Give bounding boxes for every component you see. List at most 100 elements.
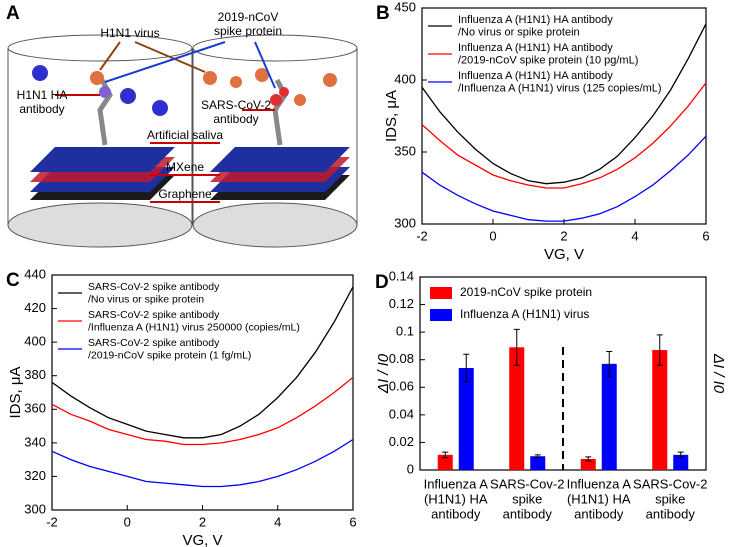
- y-tick-label: 380: [24, 367, 46, 382]
- plot-frame: [421, 7, 707, 225]
- x-tick-label: (H1N1) HA: [424, 491, 488, 506]
- legend-label: /Influenza A (H1N1) virus 250000 (copies…: [88, 321, 300, 333]
- diagram-label: antibody: [19, 102, 64, 116]
- panel-label: D: [375, 272, 389, 293]
- x-tick-label: antibody: [646, 506, 696, 521]
- x-tick-label: 0: [489, 228, 496, 243]
- y-axis-label: IDS, μA: [383, 90, 400, 142]
- x-tick-label: spike: [512, 491, 542, 506]
- bar: [437, 454, 453, 470]
- cylinder-top: [192, 34, 358, 62]
- x-tick-label: -2: [416, 228, 428, 243]
- x-tick-label: antibody: [431, 506, 481, 521]
- data-line: [421, 82, 707, 189]
- x-tick-label: 4: [274, 514, 281, 529]
- x-tick-label: Influenza A: [567, 476, 632, 491]
- legend-swatch: [430, 287, 452, 299]
- diagram-label: MXene: [166, 160, 204, 174]
- x-tick-label: SARS-Cov-2: [633, 476, 707, 491]
- legend-label: /2019-nCoV spike protein (10 pg/mL): [458, 54, 638, 66]
- y-tick-label: 350: [394, 143, 416, 158]
- y-tick-label: 400: [24, 334, 46, 349]
- material-stack: [30, 78, 350, 200]
- bar: [580, 458, 596, 470]
- bar: [458, 367, 474, 470]
- diagram-label: 2019-nCoV: [218, 10, 279, 24]
- y-tick-label: 450: [394, 0, 416, 14]
- legend-label: /Influenza A (H1N1) virus (125 copies/mL…: [458, 82, 662, 94]
- x-tick-label: 4: [631, 228, 638, 243]
- cylinder-base: [7, 202, 193, 248]
- diagram-label: antibody: [213, 112, 258, 126]
- y-tick-label: 0.1: [396, 324, 414, 339]
- data-line: [51, 438, 354, 488]
- diagram-label: Artificial saliva: [147, 128, 223, 142]
- particles: [32, 65, 337, 116]
- x-tick-label: 6: [349, 514, 356, 529]
- legend-label: Influenza A (H1N1) HA antibody: [458, 14, 613, 26]
- legend-label: /2019-nCoV spike protein (1 fg/mL): [88, 349, 251, 361]
- error-bar: [513, 328, 520, 366]
- bar: [601, 363, 617, 470]
- data-line: [51, 286, 354, 439]
- x-axis-label: VG, V: [544, 246, 584, 263]
- y-tick-label: 0.06: [389, 379, 414, 394]
- x-tick-label: antibody: [574, 506, 624, 521]
- diagram: A H1N1 virus 2019-nCoV spike protein H1N…: [6, 3, 358, 248]
- bar: [509, 347, 525, 470]
- y-tick-label: 0.04: [389, 406, 414, 421]
- y-tick-label: 340: [24, 434, 46, 449]
- y-tick-label: 400: [394, 71, 416, 86]
- x-tick-label: -2: [46, 514, 58, 529]
- bar: [673, 454, 689, 470]
- x-axis-label: VG, V: [182, 532, 222, 547]
- bar: [652, 350, 668, 470]
- x-tick-label: SARS-Cov-2: [490, 476, 564, 491]
- diagram-label: SARS-CoV-2: [201, 98, 271, 112]
- panel-label: B: [376, 3, 390, 24]
- error-bar: [656, 334, 663, 366]
- error-bar: [442, 451, 449, 459]
- y-axis-label: ΔI / I0: [375, 353, 392, 394]
- x-tick-label: Influenza A: [424, 476, 489, 491]
- bar: [530, 456, 546, 470]
- y-axis-label: IDS, μA: [7, 367, 24, 419]
- y-tick-label: 0: [407, 461, 414, 476]
- legend-label: SARS-CoV-2 spike antibody: [88, 337, 220, 349]
- error-bar: [677, 451, 684, 459]
- y-tick-label: 0.14: [389, 268, 414, 283]
- legend-label: 2019-nCoV spike protein: [460, 285, 592, 299]
- data-line: [421, 23, 707, 185]
- diagram-label: H1N1 virus: [100, 26, 159, 40]
- y-tick-label: 420: [24, 300, 46, 315]
- arrows: [55, 41, 276, 203]
- diagram-label: spike protein: [214, 24, 282, 38]
- x-tick-label: 0: [124, 514, 131, 529]
- diagram-label: H1N1 HA: [17, 88, 68, 102]
- panel-label: A: [6, 3, 20, 24]
- y-tick-label: 0.02: [389, 434, 414, 449]
- cylinder-base: [192, 202, 358, 248]
- x-tick-label: 2: [560, 228, 567, 243]
- y-tick-label: 300: [394, 215, 416, 230]
- error-bar: [534, 454, 541, 459]
- x-tick-label: antibody: [503, 506, 553, 521]
- y-tick-label: 360: [24, 401, 46, 416]
- error-bar: [585, 456, 592, 462]
- legend-label: /No virus or spike protein: [88, 293, 204, 305]
- x-tick-label: spike: [655, 491, 685, 506]
- y-axis-label-right: ΔI / I0: [710, 353, 727, 394]
- y-tick-label: 0.12: [389, 296, 414, 311]
- y-tick-label: 440: [24, 266, 46, 281]
- y-tick-label: 0.08: [389, 351, 414, 366]
- x-tick-label: 6: [702, 228, 709, 243]
- data-line: [51, 376, 354, 446]
- legend-label: /No virus or spike protein: [458, 26, 580, 38]
- x-tick-label: 2: [199, 514, 206, 529]
- legend-label: Influenza A (H1N1) HA antibody: [458, 42, 613, 54]
- legend-label: SARS-CoV-2 spike antibody: [88, 309, 220, 321]
- y-tick-label: 300: [24, 501, 46, 516]
- legend-label: Influenza A (H1N1) virus: [460, 307, 589, 321]
